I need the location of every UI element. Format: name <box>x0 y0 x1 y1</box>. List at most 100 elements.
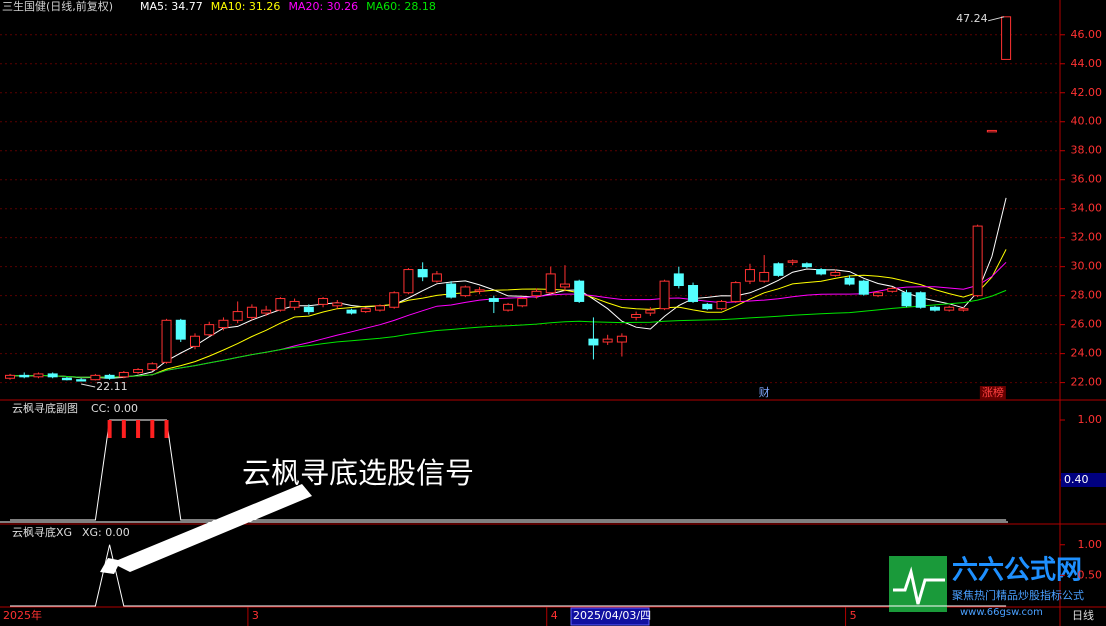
candle-body <box>33 373 44 378</box>
legend-entry: MA60: 28.18 <box>366 0 436 13</box>
signal-line <box>10 419 1007 521</box>
ma-line <box>9 289 1007 378</box>
candle-body <box>873 292 884 297</box>
y-tick-label: 28.00 <box>1071 289 1103 302</box>
candle-body <box>403 269 414 294</box>
y-tick-label: 42.00 <box>1071 86 1103 99</box>
x-tick-label: 5 <box>850 609 857 622</box>
logo-url: www.66gsw.com <box>960 607 1043 618</box>
candle-body <box>858 280 869 295</box>
candle-body <box>417 269 428 278</box>
candle-body <box>204 324 215 336</box>
candle-body <box>574 280 585 302</box>
logo: 六六公式网 聚焦热门精品炒股指标公式 www.66gsw.com <box>889 556 1084 618</box>
signal-bar <box>107 420 112 438</box>
candle-body <box>901 292 912 307</box>
candle-body <box>474 289 485 292</box>
event-marker: 涨榜 <box>982 385 1004 399</box>
candle-body <box>616 335 627 343</box>
candle-body <box>702 303 713 310</box>
candle-body <box>431 273 442 282</box>
candle-body <box>261 309 272 314</box>
candle-body <box>303 306 314 313</box>
candle-body <box>446 283 457 298</box>
cursor-bg <box>570 607 650 626</box>
candle-body <box>588 338 599 346</box>
candle-body <box>830 271 841 276</box>
candle-body <box>716 300 727 310</box>
y-tick-label: 0.40 <box>1064 473 1089 486</box>
candle-body <box>90 374 101 381</box>
candle-body <box>602 338 613 343</box>
annotation: 云枫寻底选股信号 <box>242 456 474 490</box>
candle-body <box>175 319 186 340</box>
y-tick-label: 44.00 <box>1071 57 1103 70</box>
candle-body <box>61 377 72 381</box>
candle-body <box>531 290 542 297</box>
candle-body <box>76 379 87 382</box>
candle-body <box>147 363 158 371</box>
signal-bar <box>136 420 141 438</box>
candle-body <box>133 369 144 373</box>
y-tick-label: 22.00 <box>1071 376 1103 389</box>
candle-body <box>887 287 898 292</box>
candle-body <box>986 129 997 133</box>
panel-title: 云枫寻底副图 <box>12 401 78 415</box>
logo-pulse <box>893 566 945 605</box>
x-tick-label: 4 <box>551 609 558 622</box>
candle-body <box>631 313 642 318</box>
panel-title: 云枫寻底XG <box>12 525 72 539</box>
x-tick-label: 2025年 <box>3 608 42 622</box>
tick-label-bg <box>1061 473 1106 487</box>
y-tick-label: 34.00 <box>1071 202 1103 215</box>
y-tick-label: 46.00 <box>1071 28 1103 41</box>
y-tick-label: 36.00 <box>1071 173 1103 186</box>
legend-entry: MA20: 30.26 <box>288 0 358 13</box>
candle-body <box>517 298 528 307</box>
candle-body <box>944 306 955 311</box>
candle-body <box>844 277 855 285</box>
panel-readout: XG: 0.00 <box>82 526 130 539</box>
panel-readout: CC: 0.00 <box>91 402 138 415</box>
y-tick-label: 24.00 <box>1071 347 1103 360</box>
candle-body <box>318 298 329 305</box>
candle-body <box>246 306 257 318</box>
signal-line <box>10 544 1007 607</box>
candle-body <box>374 305 385 311</box>
candle-body <box>816 269 827 275</box>
high-label: 47.24 <box>956 12 988 25</box>
candle-body <box>232 311 243 321</box>
candle-body <box>275 298 286 311</box>
period-label: 日线 <box>1072 608 1094 622</box>
candle-body <box>389 292 400 308</box>
y-tick-label: 32.00 <box>1071 231 1103 244</box>
candle-body <box>773 263 784 276</box>
legend-entry: MA5: 34.77 <box>140 0 203 13</box>
candle-body <box>460 286 471 297</box>
x-tick-label: 3 <box>252 609 259 622</box>
candle-body <box>744 269 755 282</box>
candle-body <box>915 292 926 308</box>
candle-body <box>645 309 656 314</box>
y-tick-label: 30.00 <box>1071 260 1103 273</box>
y-tick-label: 1.00 <box>1078 538 1103 551</box>
candle-body <box>730 282 741 302</box>
logo-name: 六六公式网 <box>952 556 1082 586</box>
candle-body <box>47 373 58 378</box>
signal-bar <box>164 420 169 438</box>
candle-body <box>503 303 514 311</box>
candle-body <box>332 302 343 307</box>
candle-body <box>759 271 770 282</box>
candle-body <box>360 308 371 313</box>
candle-body <box>787 260 798 263</box>
candle-body <box>488 298 499 302</box>
signal-bar <box>121 420 126 438</box>
y-tick-label: 40.00 <box>1071 115 1103 128</box>
candle-body <box>559 283 570 288</box>
candle-body <box>972 225 983 297</box>
ma-line <box>9 249 1007 378</box>
y-tick-label: 0.50 <box>1078 568 1103 581</box>
ma-line <box>9 197 1007 379</box>
